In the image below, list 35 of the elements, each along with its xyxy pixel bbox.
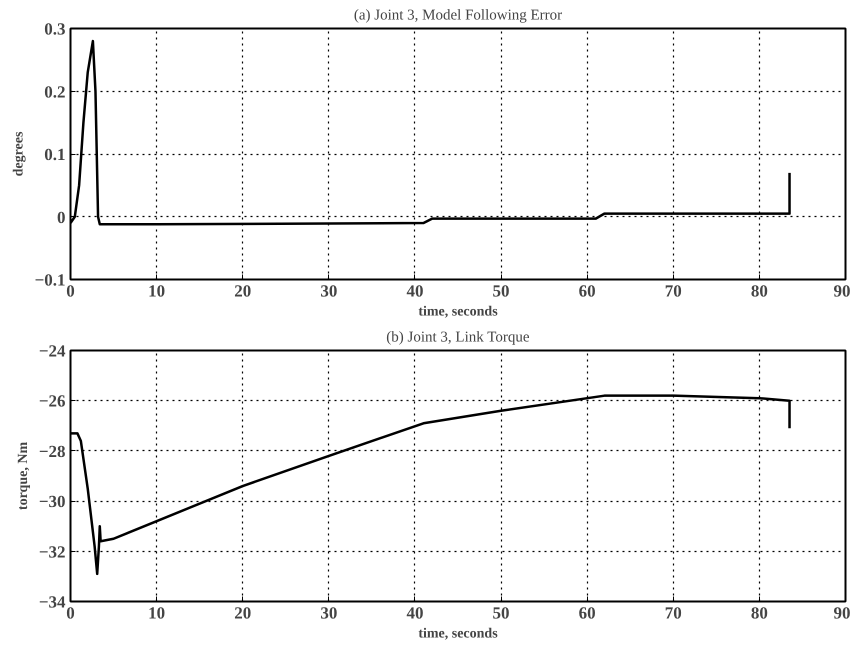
y-axis-title: torque, Nm: [16, 442, 31, 510]
x-axis-title: time, seconds: [418, 626, 498, 642]
x-tick-label: 60: [578, 282, 596, 300]
y-tick-label: 0.2: [44, 82, 66, 102]
chart-title: (a) Joint 3, Model Following Error: [354, 8, 562, 24]
y-tick-label: 0: [57, 208, 66, 227]
x-tick-label: 50: [492, 282, 510, 300]
x-tick-label: 30: [320, 604, 338, 622]
x-tick-label: 40: [406, 604, 424, 622]
y-tick-label: −24: [38, 342, 66, 360]
y-tick-label: 0.3: [44, 20, 66, 38]
y-tick-label: −0.1: [34, 270, 66, 290]
x-tick-label: 20: [234, 282, 252, 300]
y-tick-label: 0.1: [44, 145, 66, 164]
x-tick-label: 50: [492, 604, 510, 622]
x-tick-label: 60: [578, 604, 596, 622]
x-tick-label: 30: [320, 282, 338, 300]
x-tick-label: 20: [234, 604, 252, 622]
y-tick-label: −28: [38, 442, 66, 461]
x-tick-label: 10: [148, 282, 166, 300]
x-tick-label: 90: [834, 282, 850, 300]
x-tick-label: 80: [750, 282, 768, 300]
y-tick-label: −32: [38, 542, 66, 562]
x-tick-label: 90: [834, 604, 850, 622]
y-axis-title: degrees: [12, 131, 27, 176]
x-tick-label: 80: [750, 604, 768, 622]
x-tick-label: 10: [148, 604, 166, 622]
x-tick-label: 40: [406, 282, 424, 300]
chart-title: (b) Joint 3, Link Torque: [386, 330, 530, 346]
y-tick-label: −30: [38, 492, 66, 512]
x-axis-title: time, seconds: [418, 304, 498, 320]
y-tick-label: −26: [38, 392, 66, 411]
x-tick-label: 70: [664, 604, 682, 622]
y-tick-label: −34: [38, 592, 66, 612]
x-tick-label: 70: [664, 282, 682, 300]
